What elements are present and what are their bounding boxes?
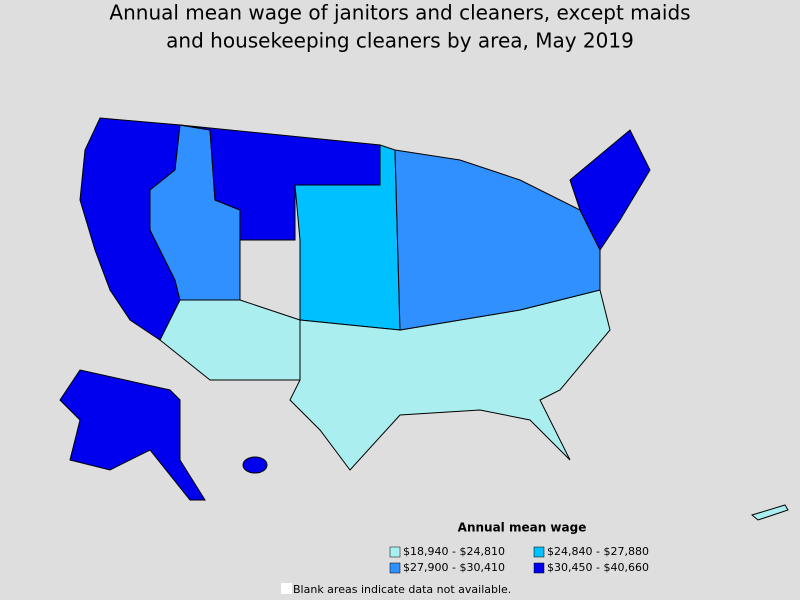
region bbox=[569, 129, 651, 251]
legend-title: Annual mean wage bbox=[458, 521, 587, 535]
legend-swatch bbox=[533, 546, 545, 558]
title-line: and housekeeping cleaners by area, May 2… bbox=[166, 29, 634, 53]
region bbox=[242, 456, 268, 474]
map bbox=[59, 117, 789, 521]
note-swatch bbox=[281, 583, 292, 594]
region bbox=[750, 504, 789, 521]
legend-label: $30,450 - $40,660 bbox=[547, 561, 649, 574]
legend-label: $27,900 - $30,410 bbox=[403, 561, 505, 574]
legend: $18,940 - $24,810 $24,840 - $27,880 $27,90… bbox=[389, 545, 649, 574]
legend-swatch bbox=[533, 562, 545, 574]
region bbox=[59, 369, 206, 501]
title-line: Annual mean wage of janitors and cleaner… bbox=[109, 1, 690, 25]
legend-swatch bbox=[389, 546, 401, 558]
legend-label: $18,940 - $24,810 bbox=[403, 545, 505, 558]
legend-label: $24,840 - $27,880 bbox=[547, 545, 649, 558]
legend-swatch bbox=[389, 562, 401, 574]
region bbox=[159, 299, 301, 381]
note: Blank areas indicate data not available. bbox=[293, 583, 511, 596]
